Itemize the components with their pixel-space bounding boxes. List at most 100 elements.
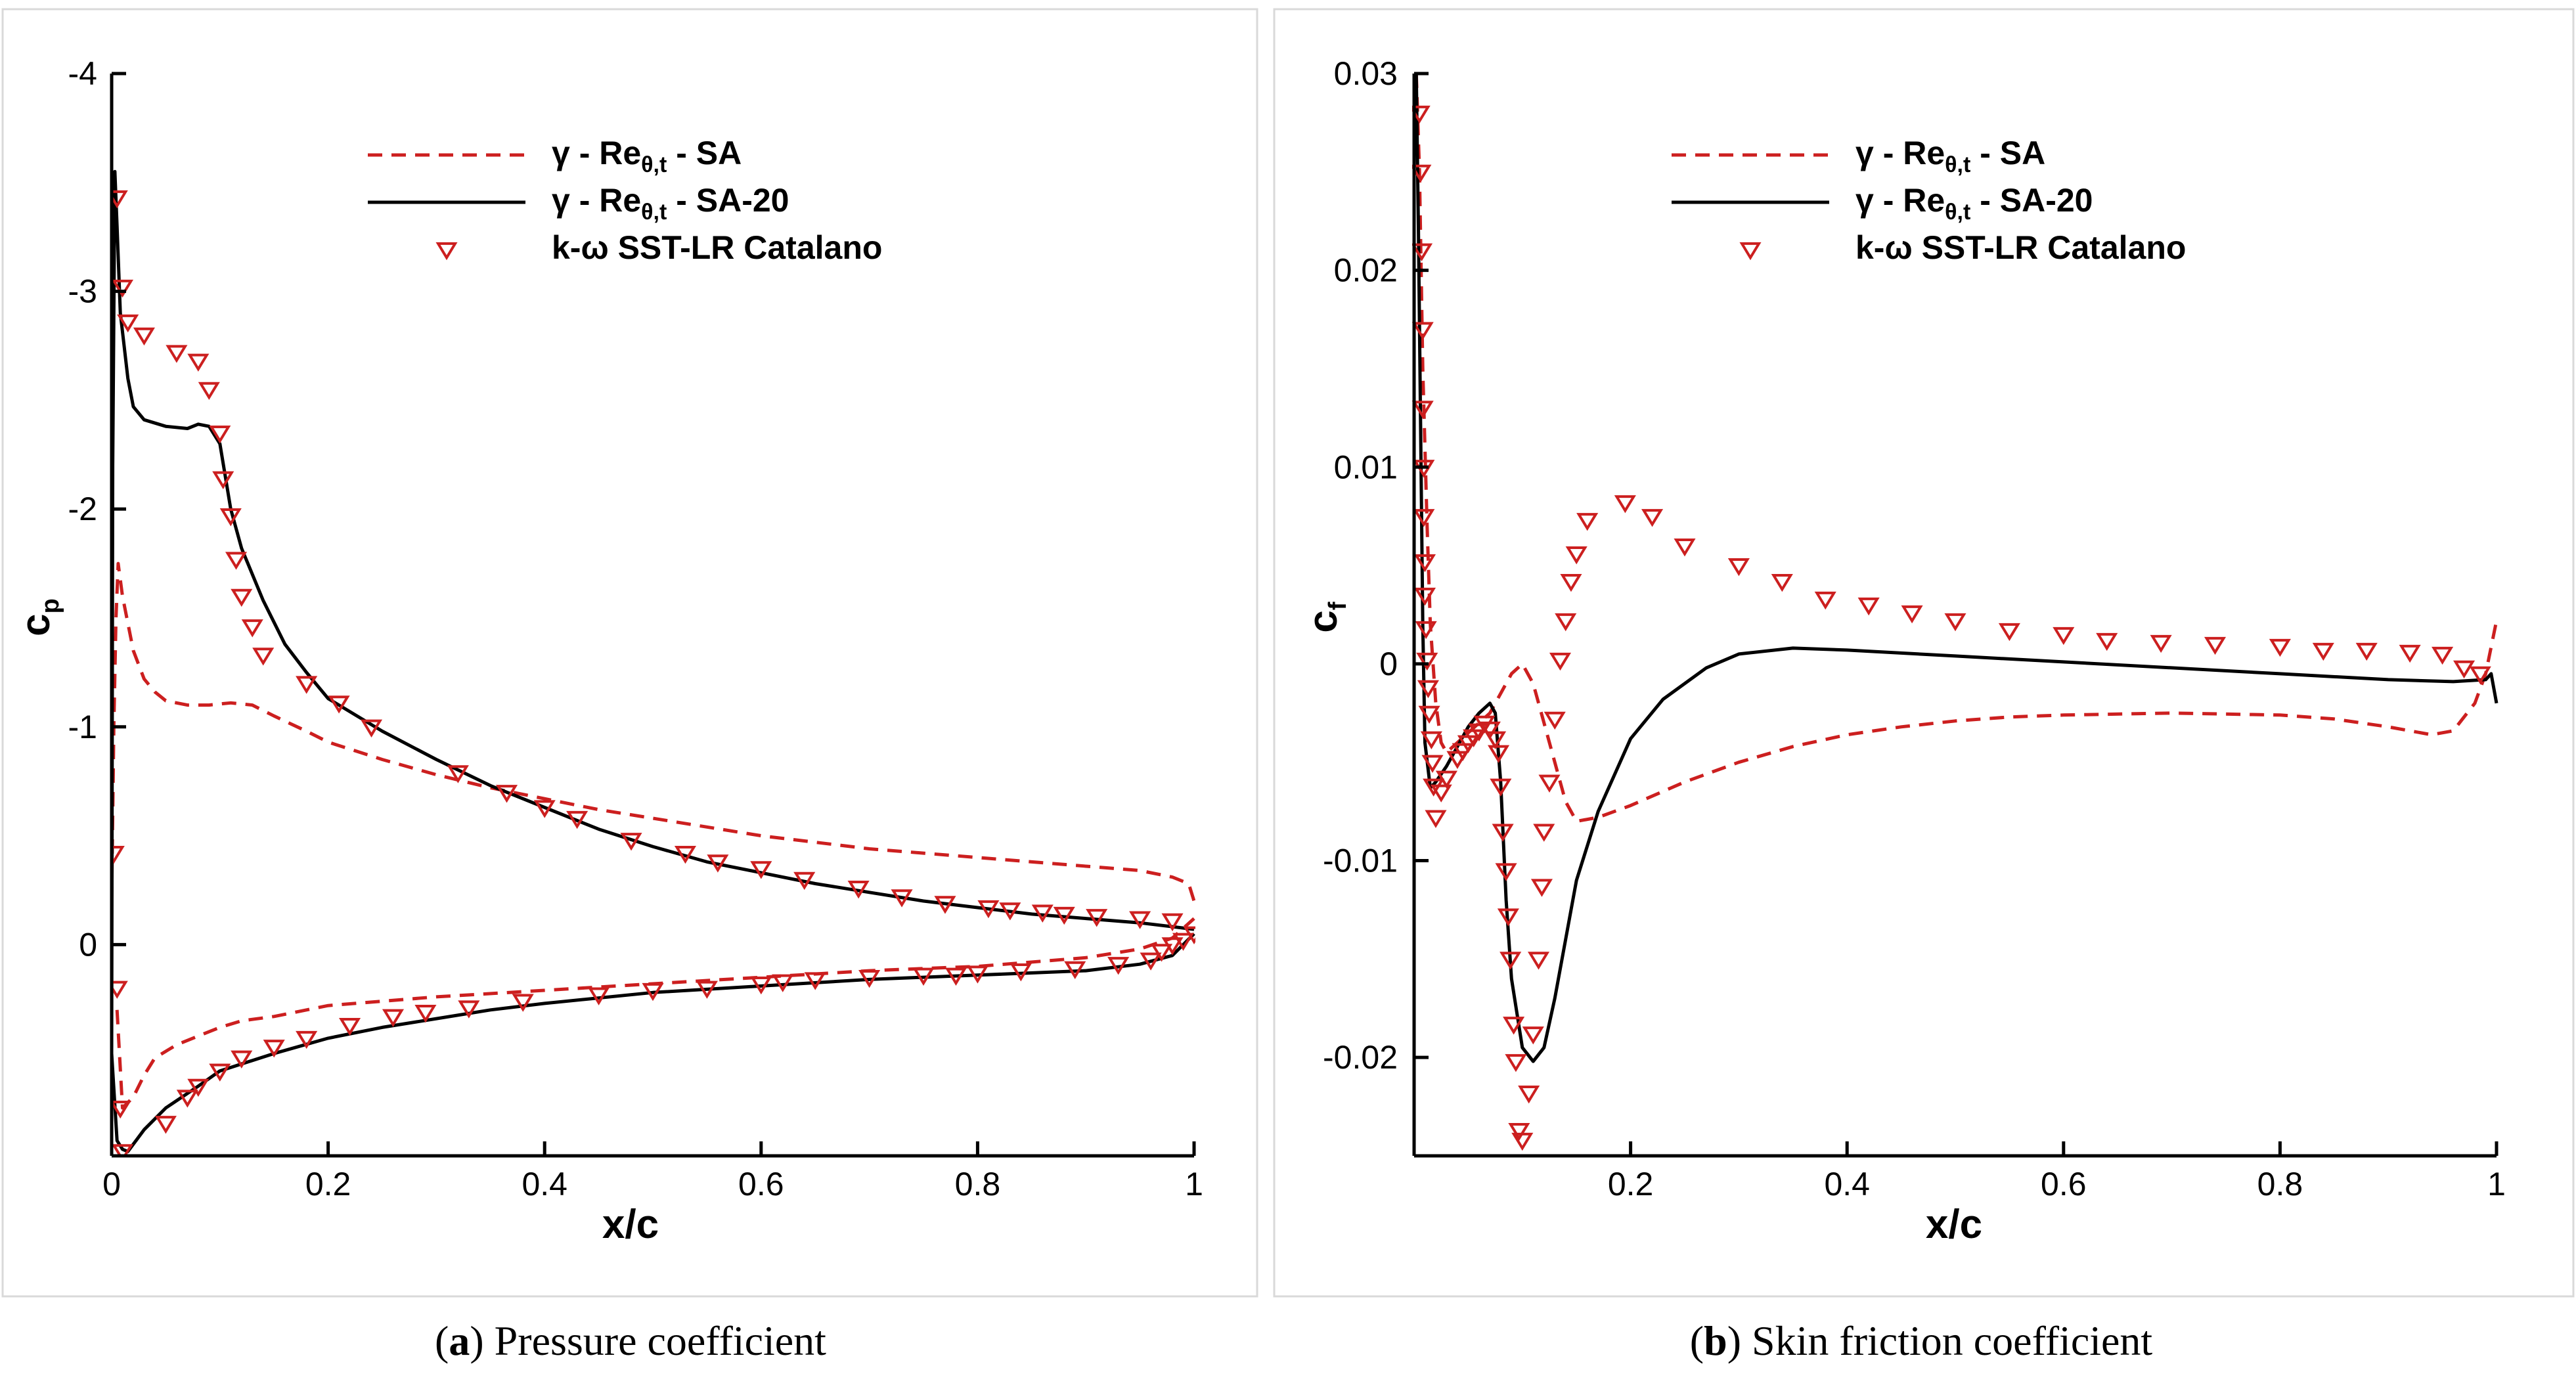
catalano-marker — [296, 1030, 318, 1049]
catalano-marker — [495, 785, 518, 803]
catalano-marker — [2469, 666, 2491, 685]
legend-marker — [435, 242, 458, 261]
catalano-marker — [1140, 952, 1162, 971]
catalano-marker — [2312, 642, 2334, 661]
catalano-marker — [1468, 723, 1490, 741]
catalano-marker — [1727, 558, 1750, 577]
series-line-sa — [115, 917, 1195, 1110]
catalano-marker — [1543, 711, 1566, 730]
catalano-marker — [187, 1078, 210, 1097]
x-tick-label: 0.6 — [2041, 1166, 2087, 1202]
catalano-marker — [1435, 770, 1457, 789]
catalano-marker — [1484, 731, 1507, 749]
catalano-marker — [1452, 743, 1474, 761]
caption-b: (b) Skin friction coefficient — [1690, 1317, 2153, 1364]
catalano-marker — [1416, 652, 1438, 671]
y-axis-title: cf — [1300, 602, 1352, 632]
catalano-marker — [847, 881, 870, 899]
catalano-marker — [154, 1116, 177, 1134]
catalano-marker — [858, 969, 881, 988]
catalano-marker — [1412, 322, 1434, 340]
catalano-marker — [1412, 401, 1434, 419]
catalano-marker — [198, 382, 220, 401]
catalano-marker — [2355, 642, 2378, 661]
catalano-marker — [1412, 243, 1433, 261]
catalano-marker — [977, 900, 1000, 919]
x-tick-label: 0.8 — [2257, 1166, 2303, 1202]
catalano-marker — [339, 1017, 361, 1036]
catalano-marker — [110, 1100, 131, 1119]
catalano-marker — [1495, 863, 1517, 881]
catalano-marker — [176, 1090, 198, 1108]
x-axis-title: x/c — [1926, 1202, 1982, 1247]
y-tick-label: -2 — [68, 491, 97, 527]
legend-label: k-ω SST-LR Catalano — [552, 229, 882, 266]
catalano-marker — [1511, 1132, 1534, 1151]
legend-label: γ - Reθ,t - SA — [1855, 135, 2045, 177]
y-tick-label: -4 — [68, 55, 97, 92]
catalano-marker — [944, 967, 967, 986]
x-tick-label: 0.6 — [738, 1166, 784, 1202]
catalano-marker — [912, 967, 935, 986]
catalano-marker — [1053, 906, 1075, 925]
catalano-marker — [1503, 1017, 1525, 1035]
panel-b-frame — [1273, 8, 2575, 1298]
x-tick-label: 0.2 — [1608, 1166, 1654, 1202]
y-tick-label: 0 — [79, 926, 97, 963]
x-tick-label: 0.4 — [522, 1166, 567, 1202]
catalano-marker — [1425, 810, 1447, 828]
catalano-marker — [1901, 605, 1923, 624]
catalano-marker — [1576, 513, 1599, 531]
catalano-marker — [1413, 587, 1436, 606]
catalano-marker — [231, 588, 253, 607]
y-tick-label: -0.01 — [1323, 843, 1398, 879]
skin-friction-coefficient-chart: 0.2 0.4 0.6 0.8 1 -0.02 -0.01 0 0.01 0.02 0.03 γ -… — [1300, 55, 2506, 1247]
x-tick-label: 0.4 — [1824, 1166, 1870, 1202]
x-tick-label: 0.2 — [305, 1166, 351, 1202]
catalano-marker — [1161, 913, 1184, 932]
catalano-marker — [642, 982, 664, 1002]
catalano-marker — [533, 800, 556, 818]
catalano-marker — [2053, 627, 2075, 646]
catalano-marker — [1499, 952, 1522, 970]
x-tick-label: 1 — [1185, 1166, 1203, 1202]
catalano-marker — [1998, 623, 2020, 642]
catalano-marker — [1508, 1122, 1530, 1141]
catalano-marker — [1944, 613, 1966, 632]
catalano-marker — [1492, 824, 1514, 842]
legend-label: γ - Reθ,t - SA — [552, 135, 742, 177]
caption-a: (a) Pressure coefficient — [435, 1317, 826, 1364]
y-tick-label: 0.02 — [1334, 252, 1398, 289]
x-tick-label: 1 — [2487, 1166, 2506, 1202]
catalano-marker — [219, 508, 242, 527]
catalano-marker — [1420, 731, 1442, 749]
catalano-marker — [1490, 778, 1512, 797]
y-tick-label: 0 — [1379, 646, 1398, 682]
catalano-marker — [588, 987, 610, 1005]
catalano-marker — [2204, 636, 2227, 655]
catalano-marker — [111, 279, 134, 298]
y-axis-title: cp — [13, 598, 64, 636]
catalano-marker — [1497, 908, 1519, 927]
catalano-marker — [1413, 509, 1435, 527]
catalano-marker — [2432, 646, 2454, 665]
legend-label: γ - Reθ,t - SA-20 — [552, 182, 789, 225]
catalano-marker — [804, 972, 826, 990]
catalano-marker — [566, 810, 588, 829]
x-tick-label: 0.8 — [955, 1166, 1001, 1202]
catalano-marker — [1107, 957, 1130, 975]
series-line-sa — [110, 561, 1195, 902]
series-line-sa-20 — [110, 169, 1195, 1054]
catalano-marker — [2453, 660, 2476, 679]
catalano-marker — [209, 426, 231, 444]
catalano-marker — [1487, 745, 1510, 763]
catalano-marker — [2150, 634, 2172, 653]
catalano-marker — [1549, 652, 1572, 671]
catalano-marker — [110, 845, 125, 864]
catalano-marker — [1771, 573, 1793, 592]
catalano-marker — [117, 314, 139, 333]
catalano-marker — [187, 353, 210, 372]
catalano-marker — [1172, 933, 1195, 951]
catalano-marker — [1417, 680, 1439, 699]
